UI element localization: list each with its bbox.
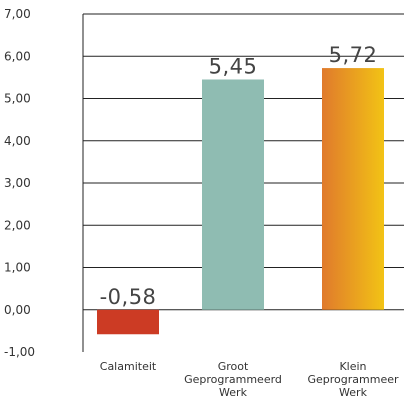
bars bbox=[97, 68, 384, 335]
category-label: Groot Geprogrammeerd Werk bbox=[184, 360, 282, 399]
y-tick-label: 4,00 bbox=[4, 134, 31, 148]
y-tick-label: -1,00 bbox=[4, 345, 35, 359]
bar bbox=[322, 68, 384, 310]
category-label: Klein Geprogrammeer Werk bbox=[307, 360, 398, 399]
y-axis-ticks: -1,00 0,00 1,00 2,00 3,00 4,00 5,00 6,00 7,00 bbox=[4, 7, 35, 359]
y-tick-label: 5,00 bbox=[4, 92, 31, 106]
y-tick-label: 7,00 bbox=[4, 7, 31, 21]
data-labels: -0,58 5,45 5,72 bbox=[100, 43, 378, 309]
y-tick-label: 1,00 bbox=[4, 261, 31, 275]
data-label: 5,72 bbox=[329, 43, 378, 67]
y-tick-label: 2,00 bbox=[4, 218, 31, 232]
y-tick-label: 6,00 bbox=[4, 49, 31, 63]
y-tick-label: 0,00 bbox=[4, 303, 31, 317]
data-label: -0,58 bbox=[100, 285, 157, 309]
bar bbox=[202, 79, 264, 310]
y-tick-label: 3,00 bbox=[4, 176, 31, 190]
bar bbox=[97, 309, 159, 335]
category-labels: Calamiteit Groot Geprogrammeerd Werk Klein Ge… bbox=[100, 360, 399, 399]
category-label: Calamiteit bbox=[100, 360, 157, 373]
data-label: 5,45 bbox=[209, 54, 258, 78]
